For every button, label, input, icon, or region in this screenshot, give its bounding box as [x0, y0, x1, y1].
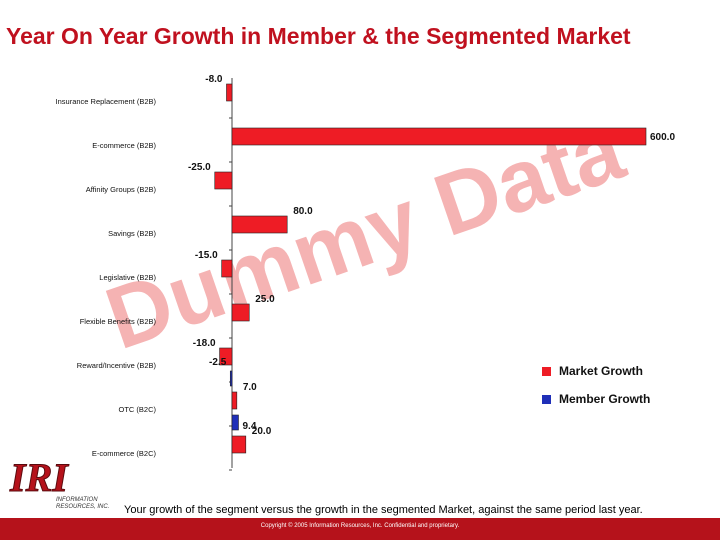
member-growth-value-label: -2.5: [209, 357, 227, 368]
category-label: Legislative (B2B): [99, 273, 156, 282]
logo-subtitle-2: RESOURCES, INC.: [56, 504, 109, 510]
member-growth-value-label: 9.4: [242, 421, 256, 432]
member-growth-bar: [231, 414, 239, 431]
legend-item-market-growth: Market Growth: [542, 364, 643, 378]
category-label: E-commerce (B2C): [92, 449, 157, 458]
logo-mark: IRI: [9, 455, 69, 500]
market-growth-bar: [219, 347, 233, 366]
market-growth-value-label: -25.0: [188, 162, 211, 173]
market-growth-value-label: -8.0: [205, 74, 223, 85]
category-label: Insurance Replacement (B2B): [56, 97, 157, 106]
market-growth-value-label: 7.0: [243, 382, 257, 393]
footer-bar: Copyright © 2005 Information Resources, …: [0, 518, 720, 540]
legend-swatch-member: [542, 394, 551, 404]
iri-logo: IRI INFORMATION RESOURCES, INC.: [9, 455, 110, 510]
market-growth-bar: [231, 127, 647, 146]
category-label: Affinity Groups (B2B): [86, 185, 157, 194]
market-growth-bar: [226, 83, 233, 102]
market-growth-bar: [231, 391, 238, 410]
footnote: Your growth of the segment versus the gr…: [124, 504, 643, 516]
market-growth-bar: [221, 259, 233, 278]
copyright-text: Copyright © 2005 Information Resources, …: [260, 523, 460, 529]
legend-label-market: Market Growth: [559, 364, 644, 378]
category-label: OTC (B2C): [119, 405, 157, 414]
category-label: Reward/Incentive (B2B): [77, 361, 157, 370]
market-growth-value-label: -15.0: [195, 250, 218, 261]
member-growth-bar: [229, 370, 233, 387]
market-growth-bar: [231, 435, 247, 454]
logo-subtitle-1: INFORMATION: [56, 497, 98, 503]
page-title: Year On Year Growth in Member & the Segm…: [6, 23, 631, 49]
market-growth-value-label: 25.0: [255, 294, 275, 305]
market-growth-value-label: -18.0: [193, 338, 216, 349]
market-growth-value-label: 600.0: [650, 132, 675, 143]
market-growth-value-label: 20.0: [252, 426, 272, 437]
legend-item-member-growth: Member Growth: [542, 392, 650, 406]
category-label: Flexible Benefits (B2B): [80, 317, 157, 326]
legend-label-member: Member Growth: [559, 392, 651, 406]
legend-swatch-market: [542, 366, 551, 376]
category-label: Savings (B2B): [108, 229, 156, 238]
market-growth-bar: [231, 303, 250, 322]
market-growth-value-label: 80.0: [293, 206, 313, 217]
market-growth-bar: [214, 171, 233, 190]
market-growth-bar: [231, 215, 288, 234]
category-label: E-commerce (B2B): [92, 141, 156, 150]
